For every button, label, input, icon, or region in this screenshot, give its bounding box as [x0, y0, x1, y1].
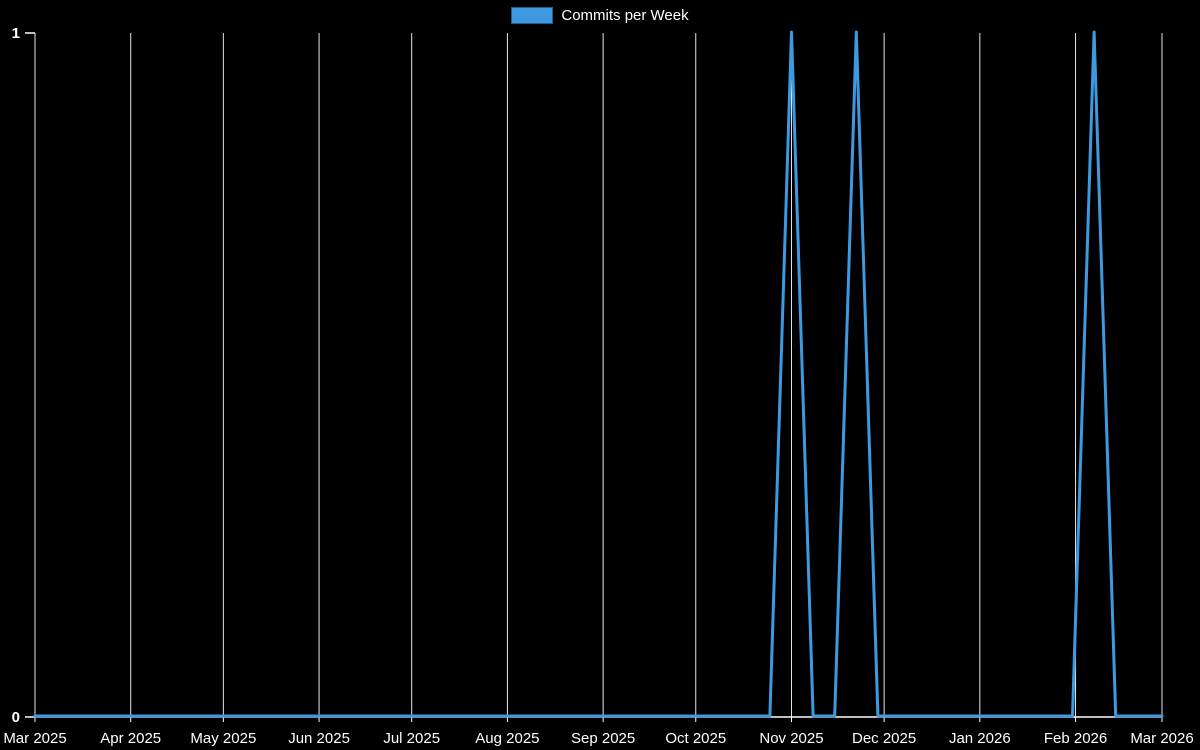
x-axis-label: Mar 2026 [1130, 730, 1193, 747]
x-axis-label: Dec 2025 [852, 730, 916, 747]
x-axis-label: Jan 2026 [949, 730, 1011, 747]
y-axis-label: 0 [12, 709, 20, 726]
x-axis-label: Oct 2025 [665, 730, 726, 747]
y-axis-label: 1 [12, 25, 20, 42]
x-axis-label: Jul 2025 [383, 730, 440, 747]
x-axis-label: Nov 2025 [759, 730, 823, 747]
x-axis-label: Sep 2025 [571, 730, 635, 747]
x-axis-label: May 2025 [190, 730, 256, 747]
x-axis-label: Mar 2025 [3, 730, 66, 747]
commits-line-series [33, 30, 1164, 718]
x-axis-label: Apr 2025 [100, 730, 161, 747]
x-axis-label: Aug 2025 [475, 730, 539, 747]
x-axis-label: Feb 2026 [1044, 730, 1107, 747]
x-axis-label: Jun 2025 [288, 730, 350, 747]
